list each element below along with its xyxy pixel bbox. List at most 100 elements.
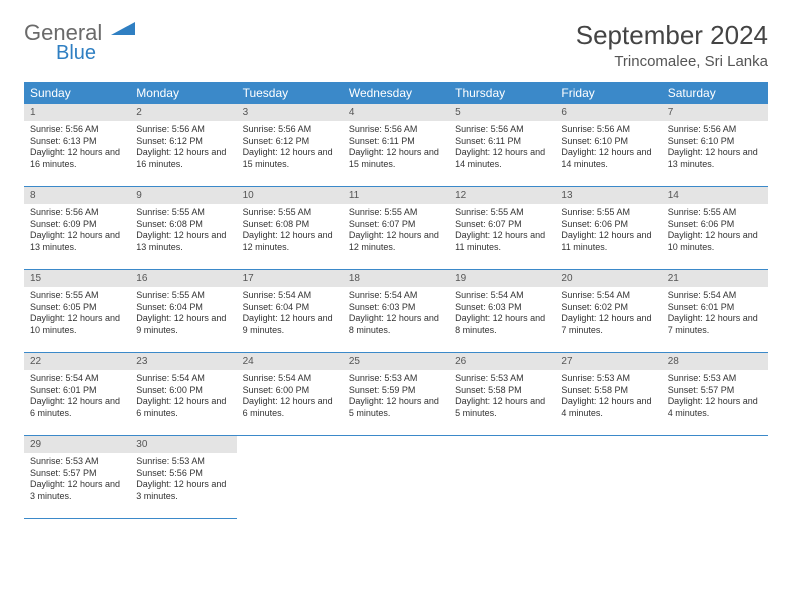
weekday-header: Monday bbox=[130, 82, 236, 104]
page-title: September 2024 bbox=[576, 20, 768, 51]
day-number: 9 bbox=[130, 187, 236, 204]
weekday-header: Tuesday bbox=[237, 82, 343, 104]
calendar-cell: 27Sunrise: 5:53 AMSunset: 5:58 PMDayligh… bbox=[555, 353, 661, 436]
day-number: 12 bbox=[449, 187, 555, 204]
day-details: Sunrise: 5:56 AMSunset: 6:13 PMDaylight:… bbox=[24, 121, 130, 186]
calendar-cell: 18Sunrise: 5:54 AMSunset: 6:03 PMDayligh… bbox=[343, 270, 449, 353]
day-details: Sunrise: 5:55 AMSunset: 6:05 PMDaylight:… bbox=[24, 287, 130, 352]
day-number: 8 bbox=[24, 187, 130, 204]
calendar-cell bbox=[449, 436, 555, 519]
calendar-cell: 21Sunrise: 5:54 AMSunset: 6:01 PMDayligh… bbox=[662, 270, 768, 353]
logo-triangle-icon bbox=[111, 20, 135, 43]
calendar-cell: 12Sunrise: 5:55 AMSunset: 6:07 PMDayligh… bbox=[449, 187, 555, 270]
calendar-cell: 30Sunrise: 5:53 AMSunset: 5:56 PMDayligh… bbox=[130, 436, 236, 519]
day-number: 2 bbox=[130, 104, 236, 121]
calendar-cell: 20Sunrise: 5:54 AMSunset: 6:02 PMDayligh… bbox=[555, 270, 661, 353]
day-details: Sunrise: 5:55 AMSunset: 6:04 PMDaylight:… bbox=[130, 287, 236, 352]
day-number: 15 bbox=[24, 270, 130, 287]
day-details: Sunrise: 5:54 AMSunset: 6:00 PMDaylight:… bbox=[237, 370, 343, 435]
day-number: 30 bbox=[130, 436, 236, 453]
day-details: Sunrise: 5:53 AMSunset: 5:58 PMDaylight:… bbox=[449, 370, 555, 435]
calendar-cell: 13Sunrise: 5:55 AMSunset: 6:06 PMDayligh… bbox=[555, 187, 661, 270]
weekday-header: Thursday bbox=[449, 82, 555, 104]
day-details: Sunrise: 5:53 AMSunset: 5:58 PMDaylight:… bbox=[555, 370, 661, 435]
day-details: Sunrise: 5:53 AMSunset: 5:59 PMDaylight:… bbox=[343, 370, 449, 435]
location-label: Trincomalee, Sri Lanka bbox=[576, 53, 768, 70]
calendar-cell bbox=[662, 436, 768, 519]
day-details: Sunrise: 5:54 AMSunset: 6:02 PMDaylight:… bbox=[555, 287, 661, 352]
calendar-cell bbox=[237, 436, 343, 519]
day-details: Sunrise: 5:56 AMSunset: 6:12 PMDaylight:… bbox=[130, 121, 236, 186]
day-number: 21 bbox=[662, 270, 768, 287]
day-details: Sunrise: 5:55 AMSunset: 6:08 PMDaylight:… bbox=[130, 204, 236, 269]
calendar-cell: 4Sunrise: 5:56 AMSunset: 6:11 PMDaylight… bbox=[343, 104, 449, 187]
day-details: Sunrise: 5:55 AMSunset: 6:06 PMDaylight:… bbox=[555, 204, 661, 269]
day-details: Sunrise: 5:55 AMSunset: 6:08 PMDaylight:… bbox=[237, 204, 343, 269]
day-number: 17 bbox=[237, 270, 343, 287]
header: General Blue September 2024 Trincomalee,… bbox=[24, 20, 768, 70]
day-number: 7 bbox=[662, 104, 768, 121]
day-details: Sunrise: 5:56 AMSunset: 6:11 PMDaylight:… bbox=[343, 121, 449, 186]
day-details: Sunrise: 5:54 AMSunset: 6:01 PMDaylight:… bbox=[24, 370, 130, 435]
calendar-cell bbox=[555, 436, 661, 519]
calendar-table: SundayMondayTuesdayWednesdayThursdayFrid… bbox=[24, 82, 768, 519]
day-number: 19 bbox=[449, 270, 555, 287]
day-number: 1 bbox=[24, 104, 130, 121]
day-number: 16 bbox=[130, 270, 236, 287]
day-details: Sunrise: 5:56 AMSunset: 6:09 PMDaylight:… bbox=[24, 204, 130, 269]
calendar-cell: 15Sunrise: 5:55 AMSunset: 6:05 PMDayligh… bbox=[24, 270, 130, 353]
calendar-cell: 6Sunrise: 5:56 AMSunset: 6:10 PMDaylight… bbox=[555, 104, 661, 187]
day-number: 4 bbox=[343, 104, 449, 121]
title-block: September 2024 Trincomalee, Sri Lanka bbox=[576, 20, 768, 70]
calendar-cell: 10Sunrise: 5:55 AMSunset: 6:08 PMDayligh… bbox=[237, 187, 343, 270]
calendar-row: 15Sunrise: 5:55 AMSunset: 6:05 PMDayligh… bbox=[24, 270, 768, 353]
day-details: Sunrise: 5:55 AMSunset: 6:07 PMDaylight:… bbox=[449, 204, 555, 269]
day-details: Sunrise: 5:54 AMSunset: 6:03 PMDaylight:… bbox=[449, 287, 555, 352]
calendar-cell: 25Sunrise: 5:53 AMSunset: 5:59 PMDayligh… bbox=[343, 353, 449, 436]
calendar-row: 29Sunrise: 5:53 AMSunset: 5:57 PMDayligh… bbox=[24, 436, 768, 519]
calendar-cell: 2Sunrise: 5:56 AMSunset: 6:12 PMDaylight… bbox=[130, 104, 236, 187]
day-number: 20 bbox=[555, 270, 661, 287]
calendar-cell bbox=[343, 436, 449, 519]
day-number: 3 bbox=[237, 104, 343, 121]
day-number: 26 bbox=[449, 353, 555, 370]
day-number: 24 bbox=[237, 353, 343, 370]
logo-text-blue: Blue bbox=[56, 42, 135, 65]
day-details: Sunrise: 5:54 AMSunset: 6:00 PMDaylight:… bbox=[130, 370, 236, 435]
day-number: 10 bbox=[237, 187, 343, 204]
day-number: 23 bbox=[130, 353, 236, 370]
day-details: Sunrise: 5:53 AMSunset: 5:56 PMDaylight:… bbox=[130, 453, 236, 518]
day-number: 6 bbox=[555, 104, 661, 121]
day-number: 29 bbox=[24, 436, 130, 453]
calendar-cell: 26Sunrise: 5:53 AMSunset: 5:58 PMDayligh… bbox=[449, 353, 555, 436]
day-number: 14 bbox=[662, 187, 768, 204]
day-number: 13 bbox=[555, 187, 661, 204]
calendar-cell: 22Sunrise: 5:54 AMSunset: 6:01 PMDayligh… bbox=[24, 353, 130, 436]
calendar-cell: 16Sunrise: 5:55 AMSunset: 6:04 PMDayligh… bbox=[130, 270, 236, 353]
day-details: Sunrise: 5:54 AMSunset: 6:03 PMDaylight:… bbox=[343, 287, 449, 352]
calendar-cell: 28Sunrise: 5:53 AMSunset: 5:57 PMDayligh… bbox=[662, 353, 768, 436]
day-number: 28 bbox=[662, 353, 768, 370]
day-details: Sunrise: 5:55 AMSunset: 6:06 PMDaylight:… bbox=[662, 204, 768, 269]
day-details: Sunrise: 5:56 AMSunset: 6:10 PMDaylight:… bbox=[662, 121, 768, 186]
day-number: 11 bbox=[343, 187, 449, 204]
calendar-cell: 8Sunrise: 5:56 AMSunset: 6:09 PMDaylight… bbox=[24, 187, 130, 270]
weekday-header: Wednesday bbox=[343, 82, 449, 104]
day-number: 5 bbox=[449, 104, 555, 121]
day-number: 22 bbox=[24, 353, 130, 370]
day-details: Sunrise: 5:53 AMSunset: 5:57 PMDaylight:… bbox=[662, 370, 768, 435]
calendar-cell: 5Sunrise: 5:56 AMSunset: 6:11 PMDaylight… bbox=[449, 104, 555, 187]
day-number: 27 bbox=[555, 353, 661, 370]
day-details: Sunrise: 5:55 AMSunset: 6:07 PMDaylight:… bbox=[343, 204, 449, 269]
day-details: Sunrise: 5:56 AMSunset: 6:12 PMDaylight:… bbox=[237, 121, 343, 186]
calendar-cell: 23Sunrise: 5:54 AMSunset: 6:00 PMDayligh… bbox=[130, 353, 236, 436]
weekday-header: Saturday bbox=[662, 82, 768, 104]
calendar-body: 1Sunrise: 5:56 AMSunset: 6:13 PMDaylight… bbox=[24, 104, 768, 519]
day-details: Sunrise: 5:53 AMSunset: 5:57 PMDaylight:… bbox=[24, 453, 130, 518]
day-number: 25 bbox=[343, 353, 449, 370]
day-number: 18 bbox=[343, 270, 449, 287]
calendar-cell: 1Sunrise: 5:56 AMSunset: 6:13 PMDaylight… bbox=[24, 104, 130, 187]
day-details: Sunrise: 5:54 AMSunset: 6:01 PMDaylight:… bbox=[662, 287, 768, 352]
day-details: Sunrise: 5:54 AMSunset: 6:04 PMDaylight:… bbox=[237, 287, 343, 352]
calendar-cell: 19Sunrise: 5:54 AMSunset: 6:03 PMDayligh… bbox=[449, 270, 555, 353]
